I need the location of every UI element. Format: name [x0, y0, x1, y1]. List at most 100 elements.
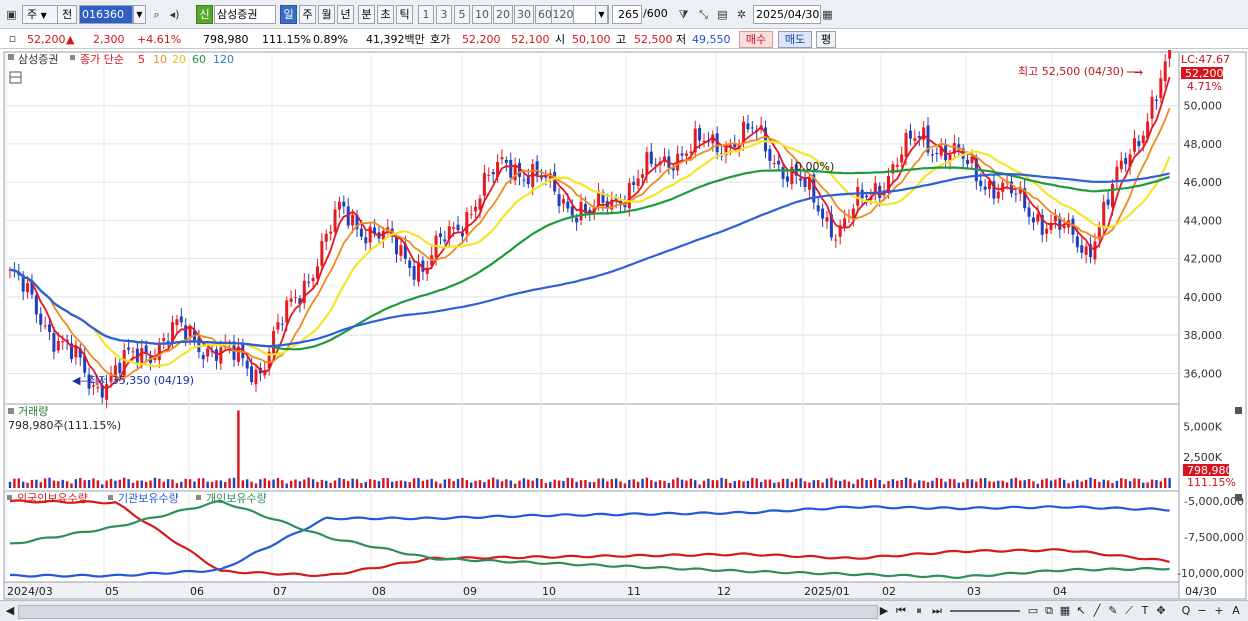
volume-bar: [65, 481, 69, 488]
date-input[interactable]: 2025/04/30: [753, 5, 821, 24]
volume-bar: [333, 480, 337, 488]
auto-fit-button[interactable]: A: [1232, 604, 1240, 617]
code-dropdown-chevron-icon[interactable]: ▼: [133, 5, 146, 24]
interval-button-10[interactable]: 10: [472, 5, 492, 24]
cross-tool-icon[interactable]: ✥: [1156, 604, 1166, 617]
line-tool-icon[interactable]: ╱: [1093, 604, 1101, 617]
volume-bar: [632, 479, 635, 488]
candle-body: [623, 203, 627, 208]
volume-bar: [408, 482, 411, 488]
candle-body: [632, 181, 636, 186]
period-button-second[interactable]: 초: [377, 5, 394, 24]
fib-tool-icon[interactable]: ⟋: [1125, 604, 1133, 617]
save-icon[interactable]: ▤: [717, 8, 728, 21]
candle-body: [78, 348, 82, 358]
buy-button[interactable]: 매수: [739, 31, 773, 48]
scroll-right-button[interactable]: ▶: [879, 604, 889, 617]
interval-button-20[interactable]: 20: [493, 5, 513, 24]
speaker-icon[interactable]: ◂): [169, 8, 180, 21]
candle-body: [109, 373, 113, 382]
calendar-icon[interactable]: ▦: [822, 8, 833, 21]
pause-icon[interactable]: ⏸: [916, 604, 922, 617]
stock-chart[interactable]: 50,000 48,000 46,000 44,000 42,000 40,000 38,0…: [0, 50, 1248, 600]
candle-body: [829, 214, 833, 238]
period-button-tick[interactable]: 틱: [396, 5, 413, 24]
scroll-track[interactable]: [18, 605, 878, 619]
panel-close-icon[interactable]: [1235, 407, 1242, 414]
collapse-icon[interactable]: ▫: [8, 32, 17, 45]
data-count-input[interactable]: 265: [612, 5, 642, 24]
interval-button-120[interactable]: 120: [551, 5, 575, 24]
volume-bar: [430, 478, 433, 488]
stock-code-input[interactable]: 016360: [79, 5, 133, 24]
volume-bar: [838, 480, 842, 488]
volume-bar: [676, 477, 679, 488]
sell-button[interactable]: 매도: [778, 31, 812, 48]
arrow-tool-icon[interactable]: ↖: [1076, 604, 1086, 617]
play-back-icon[interactable]: ⏮: [896, 604, 906, 617]
gear-icon[interactable]: ✲: [736, 8, 747, 21]
holding-y-tick: -10,000,000: [1177, 567, 1244, 580]
volume-bar: [478, 480, 482, 488]
zoom-out-button[interactable]: −: [1197, 604, 1207, 617]
volume-bar: [272, 479, 275, 488]
volume-bar: [149, 480, 152, 488]
prev-button[interactable]: 전: [57, 5, 77, 24]
play-forward-icon[interactable]: ⏭: [932, 604, 942, 617]
candle-body: [636, 178, 640, 186]
volume-bar: [808, 482, 811, 488]
candle-body: [1036, 214, 1040, 222]
candle-body: [87, 374, 91, 389]
interval-button-1[interactable]: 1: [418, 5, 434, 24]
zoom-search-icon[interactable]: Q: [1181, 604, 1191, 617]
stock-name-field[interactable]: 삼성증권: [214, 5, 276, 24]
interval-button-3[interactable]: 3: [436, 5, 452, 24]
volume-bar: [957, 482, 960, 488]
candle-body: [807, 177, 811, 190]
volume-bar: [17, 478, 20, 488]
period-button-minute[interactable]: 분: [358, 5, 375, 24]
chart-tools-icon[interactable]: ⤡: [699, 8, 708, 21]
period-button-month[interactable]: 월: [318, 5, 335, 24]
volume-bar: [1098, 481, 1101, 488]
volume-bar: [171, 479, 174, 488]
candle-body: [904, 132, 908, 157]
volume-bar: [729, 482, 732, 488]
legend-individual-holding: 개인보유수량: [206, 492, 267, 505]
pen-tool-icon[interactable]: ✎: [1108, 604, 1118, 617]
volume-bar: [535, 478, 539, 488]
interval-dropdown-chevron-icon[interactable]: ▼: [595, 5, 608, 24]
volume-bar: [237, 410, 240, 488]
market-type-select[interactable]: 주 ▼: [22, 5, 60, 24]
period-button-year[interactable]: 년: [337, 5, 354, 24]
candle-body: [1146, 121, 1150, 139]
search-icon[interactable]: ⌕: [153, 8, 160, 21]
candle-body: [438, 233, 442, 238]
volume-bar: [557, 480, 561, 488]
volume-bar: [470, 482, 473, 488]
layout-icon[interactable]: ▭: [1027, 604, 1039, 617]
candle-body: [197, 337, 201, 353]
text-tool-icon[interactable]: T: [1141, 604, 1149, 617]
candle-body: [908, 130, 912, 139]
volume-bar: [874, 478, 877, 488]
volume-bar: [922, 480, 925, 488]
candle-body: [952, 143, 956, 154]
volume-bar: [105, 480, 108, 488]
panel-close-icon[interactable]: [1235, 494, 1242, 501]
interval-button-30[interactable]: 30: [514, 5, 534, 24]
interval-button-5[interactable]: 5: [454, 5, 470, 24]
candle-body: [236, 346, 240, 363]
candle-body: [724, 146, 728, 156]
window-menu-icon[interactable]: ▣: [6, 8, 17, 21]
zoom-slider[interactable]: [950, 610, 1020, 612]
copy-icon[interactable]: ⧉: [1045, 604, 1053, 617]
grid-icon[interactable]: ▦: [1059, 604, 1071, 617]
zoom-in-button[interactable]: +: [1214, 604, 1224, 617]
candle-type-icon[interactable]: ⧩: [678, 8, 689, 21]
scroll-left-button[interactable]: ◀: [5, 604, 15, 617]
period-button-week[interactable]: 주: [299, 5, 316, 24]
eval-button[interactable]: 평: [816, 31, 836, 48]
volume-bar: [1023, 480, 1026, 488]
period-button-day[interactable]: 일: [280, 5, 297, 24]
